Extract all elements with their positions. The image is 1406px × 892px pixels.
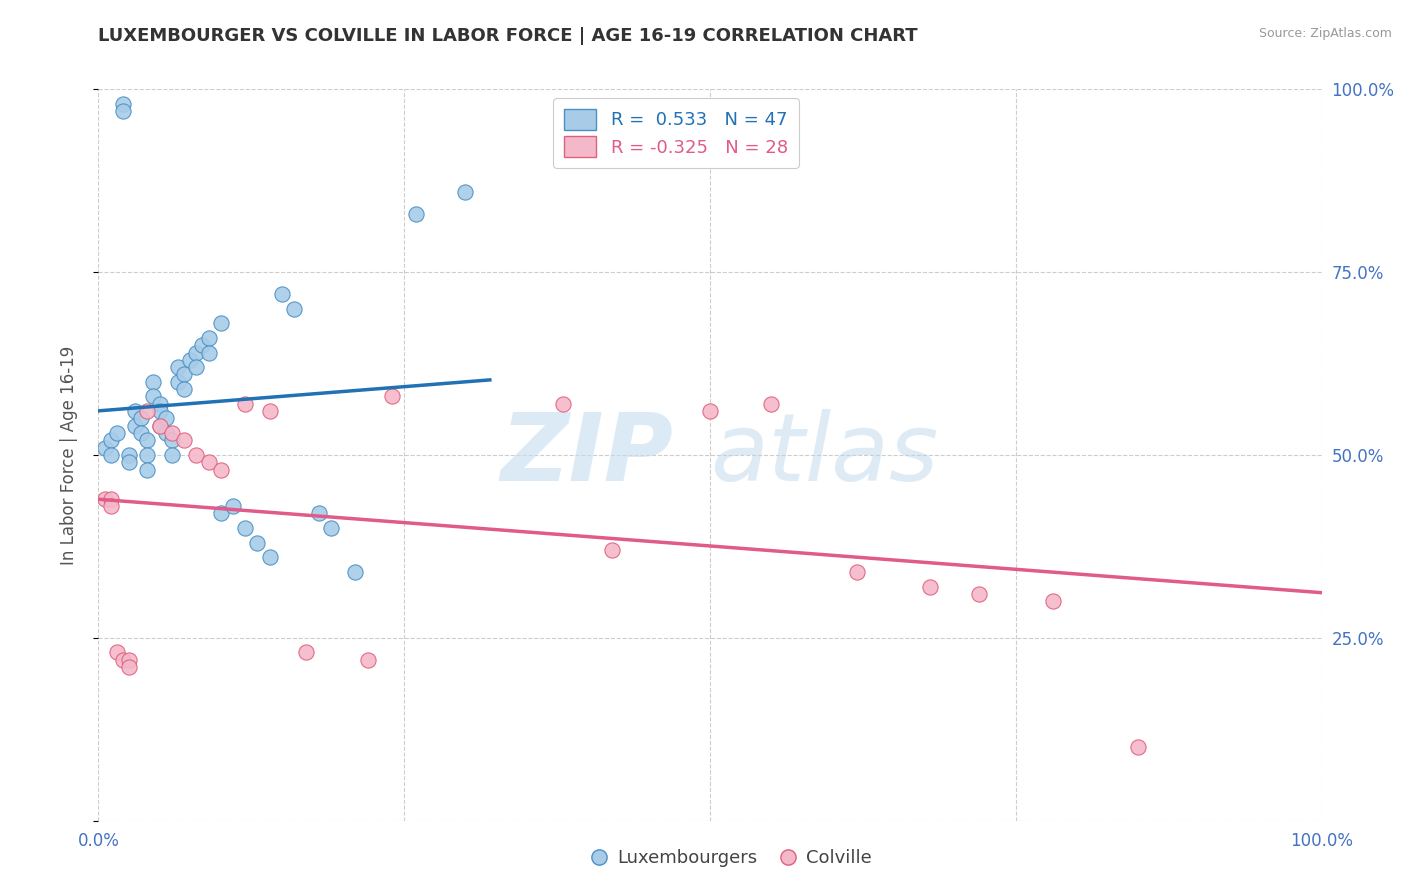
Point (136, 462, 159, 476)
Text: LUXEMBOURGER VS COLVILLE IN LABOR FORCE | AGE 16-19 CORRELATION CHART: LUXEMBOURGER VS COLVILLE IN LABOR FORCE … (98, 27, 918, 45)
Point (233, 521, 256, 535)
Legend: R =  0.533   N = 47, R = -0.325   N = 28: R = 0.533 N = 47, R = -0.325 N = 28 (553, 98, 799, 168)
Point (845, 565, 868, 579)
Point (173, 368, 195, 382)
Point (295, 645, 318, 659)
Point (454, 185, 477, 199)
Point (155, 425, 177, 440)
Point (100, 448, 122, 462)
Point (118, 653, 141, 667)
Point (124, 418, 146, 433)
Text: Source: ZipAtlas.com: Source: ZipAtlas.com (1258, 27, 1392, 40)
Point (173, 382, 195, 396)
Point (149, 404, 172, 418)
Point (111, 96, 134, 111)
Point (761, 397, 783, 411)
Point (173, 434, 195, 448)
Point (344, 565, 367, 579)
Point (149, 418, 172, 433)
Point (1042, 594, 1064, 608)
Point (160, 425, 183, 440)
Point (111, 104, 134, 119)
Point (209, 507, 232, 521)
Point (136, 448, 159, 462)
Point (129, 425, 152, 440)
Point (699, 404, 721, 418)
Point (118, 455, 141, 469)
Point (209, 462, 232, 476)
Point (149, 397, 172, 411)
Text: ZIP: ZIP (501, 409, 673, 501)
Point (155, 411, 177, 425)
Point (136, 434, 159, 448)
Point (308, 507, 330, 521)
Point (93, 441, 115, 455)
Point (100, 434, 122, 448)
Point (105, 645, 128, 659)
Point (149, 418, 172, 433)
Point (142, 375, 165, 389)
Point (233, 397, 256, 411)
Point (136, 404, 159, 418)
Point (191, 338, 214, 352)
Point (100, 491, 122, 506)
Point (1128, 740, 1150, 755)
Point (118, 660, 141, 674)
Point (105, 425, 128, 440)
Point (967, 587, 990, 601)
Point (920, 580, 942, 594)
Point (319, 521, 342, 535)
Point (179, 352, 201, 367)
Point (124, 404, 146, 418)
Point (259, 404, 281, 418)
Point (356, 653, 378, 667)
Point (160, 434, 183, 448)
Point (197, 331, 219, 345)
Point (209, 316, 232, 330)
Point (381, 389, 404, 403)
Point (129, 411, 152, 425)
Point (553, 397, 575, 411)
Point (222, 499, 245, 513)
Point (167, 360, 190, 375)
Point (197, 345, 219, 359)
Legend: Luxembourgers, Colville: Luxembourgers, Colville (583, 842, 879, 874)
Point (142, 389, 165, 403)
Point (270, 287, 294, 301)
Point (283, 301, 305, 316)
Point (118, 448, 141, 462)
Point (405, 206, 427, 220)
Point (100, 499, 122, 513)
Point (186, 345, 208, 359)
Y-axis label: In Labor Force | Age 16-19: In Labor Force | Age 16-19 (59, 345, 77, 565)
Point (197, 455, 219, 469)
Point (186, 448, 208, 462)
Text: atlas: atlas (710, 409, 938, 500)
Point (111, 653, 134, 667)
Point (259, 550, 281, 565)
Point (167, 375, 190, 389)
Point (246, 535, 269, 549)
Point (93, 491, 115, 506)
Point (186, 360, 208, 375)
Point (600, 543, 623, 558)
Point (160, 448, 183, 462)
